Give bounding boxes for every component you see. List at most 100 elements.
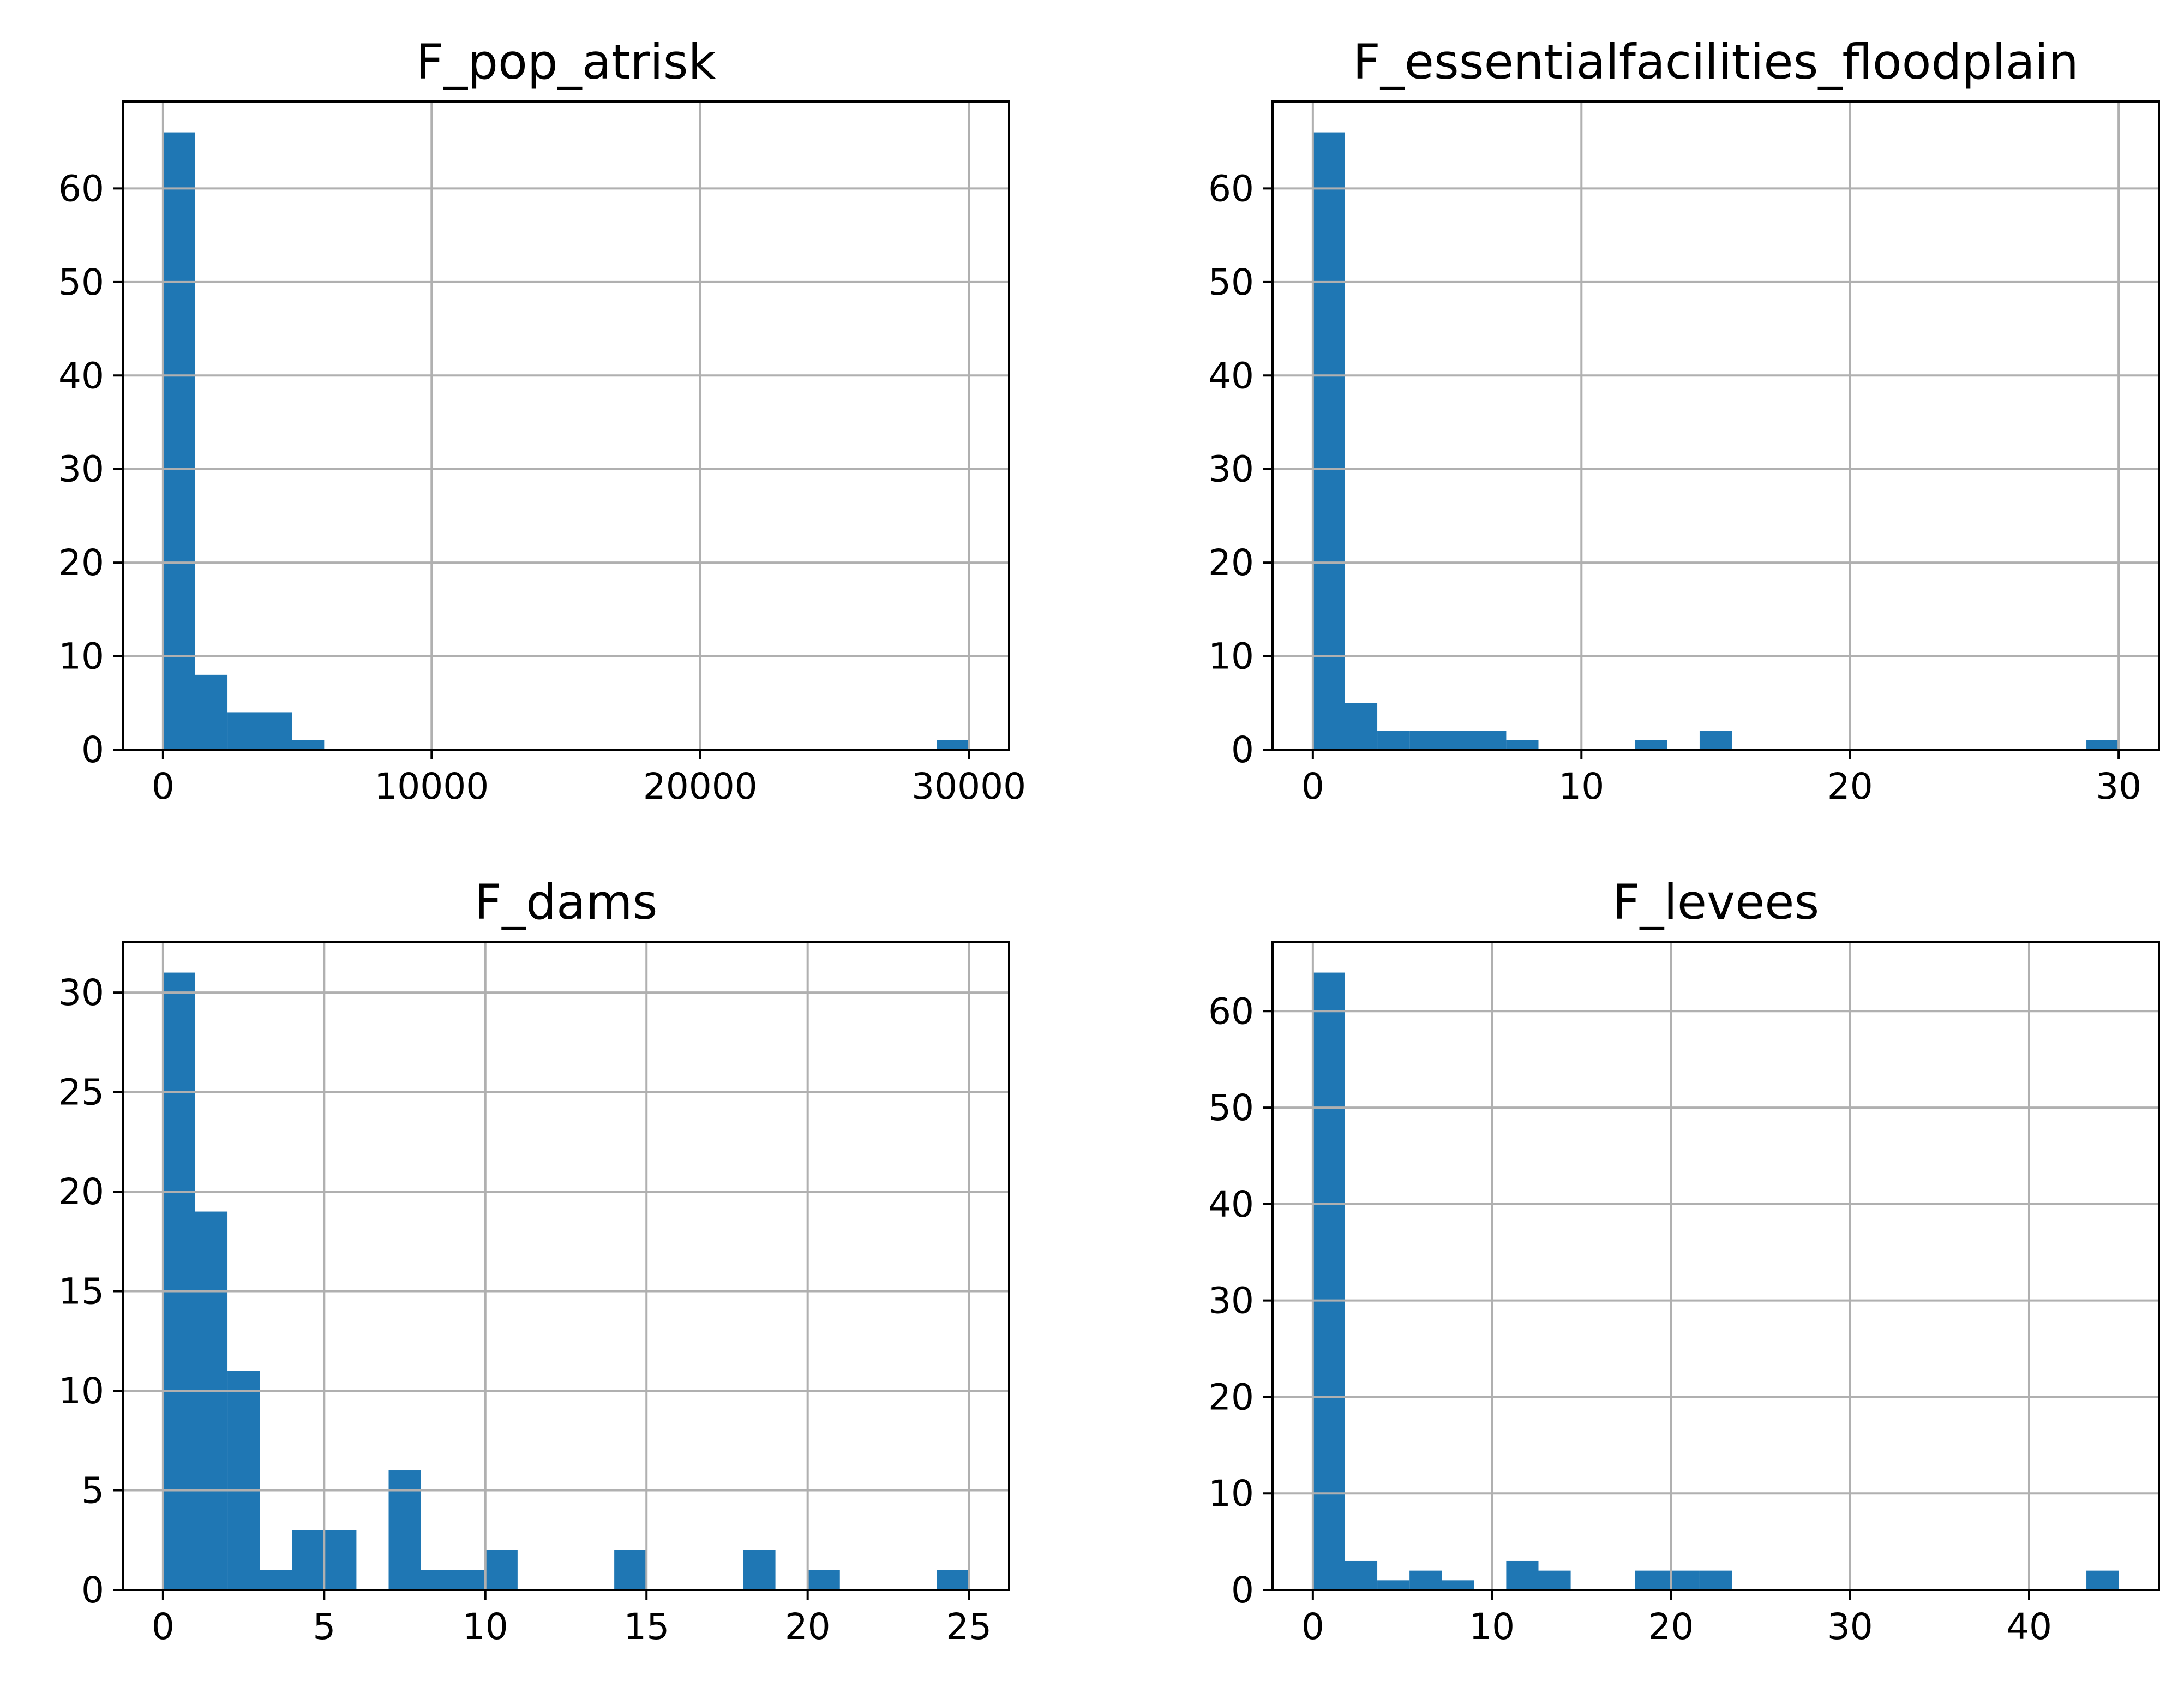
- histogram-panel: 0 10 20 30 0 10 20 30 40 50 60 F_essentialfacilitie…: [1208, 34, 2160, 807]
- panel-title: F_essentialfacilities_floodplain: [1353, 34, 2079, 90]
- histogram-bar: [807, 1570, 840, 1590]
- y-tick-label: 50: [58, 261, 104, 303]
- x-tick-label: 20: [1648, 1606, 1694, 1648]
- histogram-bar: [1312, 972, 1345, 1590]
- histogram-bar: [2086, 740, 2119, 750]
- y-tick-label: 20: [1208, 542, 1254, 584]
- x-tick-label: 0: [1301, 1606, 1324, 1648]
- histogram-bar: [1699, 1570, 1732, 1590]
- y-tick-label: 60: [1208, 167, 1254, 210]
- y-tick-label: 30: [1208, 1280, 1254, 1322]
- y-tick-label: 40: [1208, 1183, 1254, 1225]
- x-tick-label: 10: [1469, 1606, 1515, 1648]
- histogram-bar: [485, 1550, 518, 1590]
- y-tick-label: 25: [58, 1072, 104, 1114]
- y-tick-label: 20: [58, 542, 104, 584]
- histogram-bar: [260, 1570, 292, 1590]
- x-tick-label: 30000: [911, 765, 1026, 807]
- x-tick-label: 20: [1827, 765, 1873, 807]
- histogram-bar: [1377, 1580, 1410, 1590]
- histogram-bar: [163, 972, 195, 1590]
- x-tick-label: 15: [623, 1606, 669, 1648]
- x-tick-label: 20: [785, 1606, 831, 1648]
- histogram-bar: [1474, 731, 1507, 750]
- histogram-bar: [937, 1570, 969, 1590]
- y-tick-label: 30: [58, 972, 104, 1014]
- panel-title: F_dams: [475, 874, 658, 930]
- y-tick-label: 0: [1231, 729, 1254, 771]
- axes-frame: [1271, 100, 2160, 751]
- x-tick-label: 30: [2096, 765, 2141, 807]
- histogram-bar: [227, 712, 260, 750]
- x-tick-label: 5: [313, 1606, 335, 1648]
- x-tick-label: 10: [1558, 765, 1604, 807]
- histogram-bar: [1635, 1570, 1667, 1590]
- histogram-bar: [1409, 731, 1442, 750]
- histogram-bar: [1506, 1560, 1539, 1590]
- axes-frame: [122, 941, 1010, 1591]
- x-tick-label: 0: [152, 765, 175, 807]
- y-tick-label: 60: [1208, 990, 1254, 1032]
- y-tick-label: 0: [1231, 1569, 1254, 1611]
- histogram-bar: [1635, 740, 1667, 750]
- panel-title: F_pop_atrisk: [416, 34, 716, 90]
- y-tick-label: 0: [81, 1569, 104, 1611]
- histogram-bar: [195, 674, 228, 750]
- histogram-bar: [1699, 731, 1732, 750]
- y-tick-label: 10: [1208, 1473, 1254, 1515]
- histogram-bar: [388, 1470, 421, 1590]
- histogram-bar: [743, 1550, 776, 1590]
- histogram-bar: [1377, 731, 1410, 750]
- y-tick-label: 30: [58, 448, 104, 490]
- y-tick-label: 50: [1208, 261, 1254, 303]
- histogram-bar: [1538, 1570, 1571, 1590]
- histogram-bar: [1442, 731, 1474, 750]
- y-tick-label: 10: [58, 636, 104, 678]
- axes-frame: [122, 100, 1010, 751]
- histogram-bar: [292, 1530, 325, 1590]
- histogram-bar: [292, 740, 325, 750]
- y-tick-label: 40: [1208, 355, 1254, 397]
- histogram-bar: [1345, 703, 1378, 750]
- axes-frame: [1271, 941, 2160, 1591]
- x-tick-label: 25: [946, 1606, 992, 1648]
- x-tick-label: 10000: [374, 765, 489, 807]
- x-tick-label: 0: [152, 1606, 175, 1648]
- y-tick-label: 20: [1208, 1376, 1254, 1418]
- histogram-bar: [1442, 1580, 1474, 1590]
- y-tick-label: 30: [1208, 448, 1254, 490]
- y-tick-label: 10: [58, 1370, 104, 1412]
- histogram-bar: [937, 740, 969, 750]
- histogram-panel: 0 10 20 30 40 0 10 20 30 40 50 60 F_levees: [1208, 874, 2160, 1648]
- y-tick-label: 10: [1208, 636, 1254, 678]
- histogram-bar: [1312, 132, 1345, 750]
- histogram-bar: [1506, 740, 1539, 750]
- x-tick-label: 0: [1301, 765, 1324, 807]
- y-tick-label: 50: [1208, 1087, 1254, 1129]
- x-tick-label: 10: [463, 1606, 508, 1648]
- y-tick-label: 15: [58, 1271, 104, 1313]
- histogram-bar: [2086, 1570, 2119, 1590]
- x-tick-label: 20000: [643, 765, 758, 807]
- histogram-bar: [1409, 1570, 1442, 1590]
- histogram-bar: [227, 1371, 260, 1590]
- x-tick-label: 40: [2006, 1606, 2052, 1648]
- y-tick-label: 20: [58, 1171, 104, 1213]
- y-tick-label: 60: [58, 167, 104, 210]
- histogram-bar: [163, 132, 195, 750]
- histogram-bar: [614, 1550, 647, 1590]
- y-tick-label: 0: [81, 729, 104, 771]
- y-tick-label: 5: [81, 1470, 104, 1512]
- panel-title: F_levees: [1612, 874, 1819, 930]
- histogram-bar: [324, 1530, 357, 1590]
- y-tick-label: 40: [58, 355, 104, 397]
- histogram-bar: [260, 712, 292, 750]
- histogram-bar: [1667, 1570, 1700, 1590]
- histogram-bar: [453, 1570, 485, 1590]
- histogram-panel: 0 5 10 15 20 25 0 5 10 15 20 25 30 F_dams: [58, 874, 1010, 1648]
- x-tick-label: 30: [1827, 1606, 1873, 1648]
- histogram-panel: 0 10000 20000 30000 0 10 20 30 40 50 60 F_pop_atris…: [58, 34, 1026, 807]
- histogram-bar: [421, 1570, 453, 1590]
